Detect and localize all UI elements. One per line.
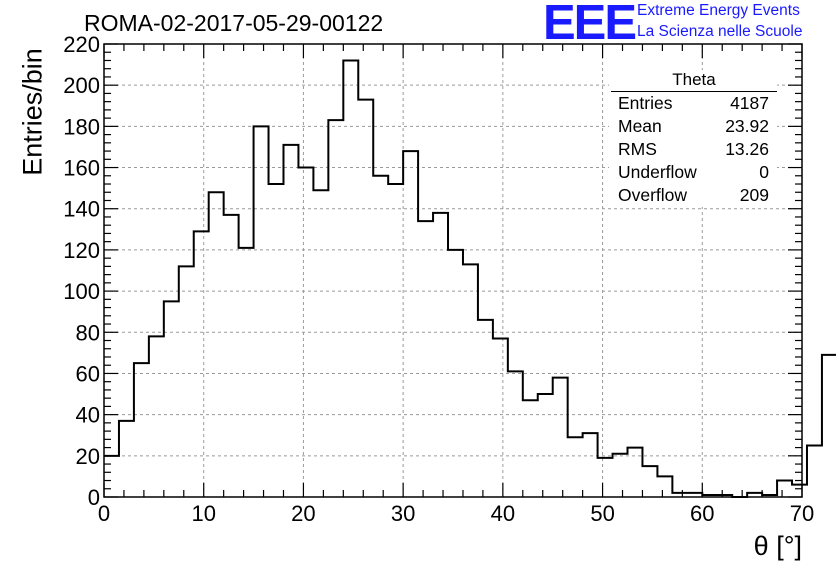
stats-value: 23.92 [725, 116, 769, 136]
histogram-step-line [104, 59, 836, 498]
tick-labels: 0 10 20 30 40 50 60 70 0 20 40 60 80 100 120 140 160 180 2… [63, 32, 814, 526]
y-tick-label: 180 [63, 114, 100, 139]
y-tick-label: 40 [76, 403, 100, 428]
grid-lines [104, 43, 802, 497]
stats-label: RMS [618, 139, 657, 159]
stats-value: 4187 [730, 93, 769, 113]
y-tick-label: 220 [63, 32, 100, 57]
y-tick-label: 20 [76, 444, 100, 469]
stats-value: 13.26 [725, 139, 769, 159]
stats-row-rms: RMS 13.26 [609, 138, 777, 161]
x-tick-label: 30 [391, 501, 415, 526]
x-tick-label: 10 [191, 501, 215, 526]
plot-frame [103, 43, 803, 498]
y-tick-label: 140 [63, 197, 100, 222]
stats-box: Theta Entries 4187 Mean 23.92 RMS 13.26 … [609, 70, 777, 207]
axis-ticks [103, 43, 803, 498]
x-tick-label: 20 [291, 501, 315, 526]
stats-value: 0 [759, 162, 769, 182]
y-tick-label: 160 [63, 156, 100, 181]
stats-row-overflow: Overflow 209 [609, 184, 777, 207]
x-tick-label: 0 [98, 501, 110, 526]
stats-label: Underflow [618, 162, 697, 182]
y-tick-label: 60 [76, 361, 100, 386]
stats-row-mean: Mean 23.92 [609, 115, 777, 138]
y-tick-label: 100 [63, 279, 100, 304]
y-tick-label: 0 [88, 485, 100, 510]
logo-line-1: Extreme Energy Events [637, 2, 800, 19]
x-tick-label: 60 [690, 501, 714, 526]
chart-title: ROMA-02-2017-05-29-00122 [84, 10, 384, 36]
logo-line-2: La Scienza nelle Scuole [637, 23, 803, 40]
stats-title: Theta [611, 70, 777, 92]
y-tick-label: 120 [63, 238, 100, 263]
eee-logo: EEE [543, 0, 637, 50]
stats-value: 209 [739, 185, 769, 205]
stats-label: Entries [618, 93, 673, 113]
y-tick-label: 80 [76, 320, 100, 345]
x-tick-label: 40 [491, 501, 515, 526]
stats-label: Overflow [618, 185, 688, 205]
y-axis-label: Entries/bin [17, 48, 48, 176]
x-tick-label: 70 [790, 501, 814, 526]
x-tick-label: 50 [590, 501, 614, 526]
x-axis-label: θ [°] [753, 531, 802, 561]
stats-label: Mean [618, 116, 662, 136]
stats-row-underflow: Underflow 0 [609, 161, 777, 184]
y-tick-label: 200 [63, 73, 100, 98]
stats-row-entries: Entries 4187 [609, 92, 777, 115]
